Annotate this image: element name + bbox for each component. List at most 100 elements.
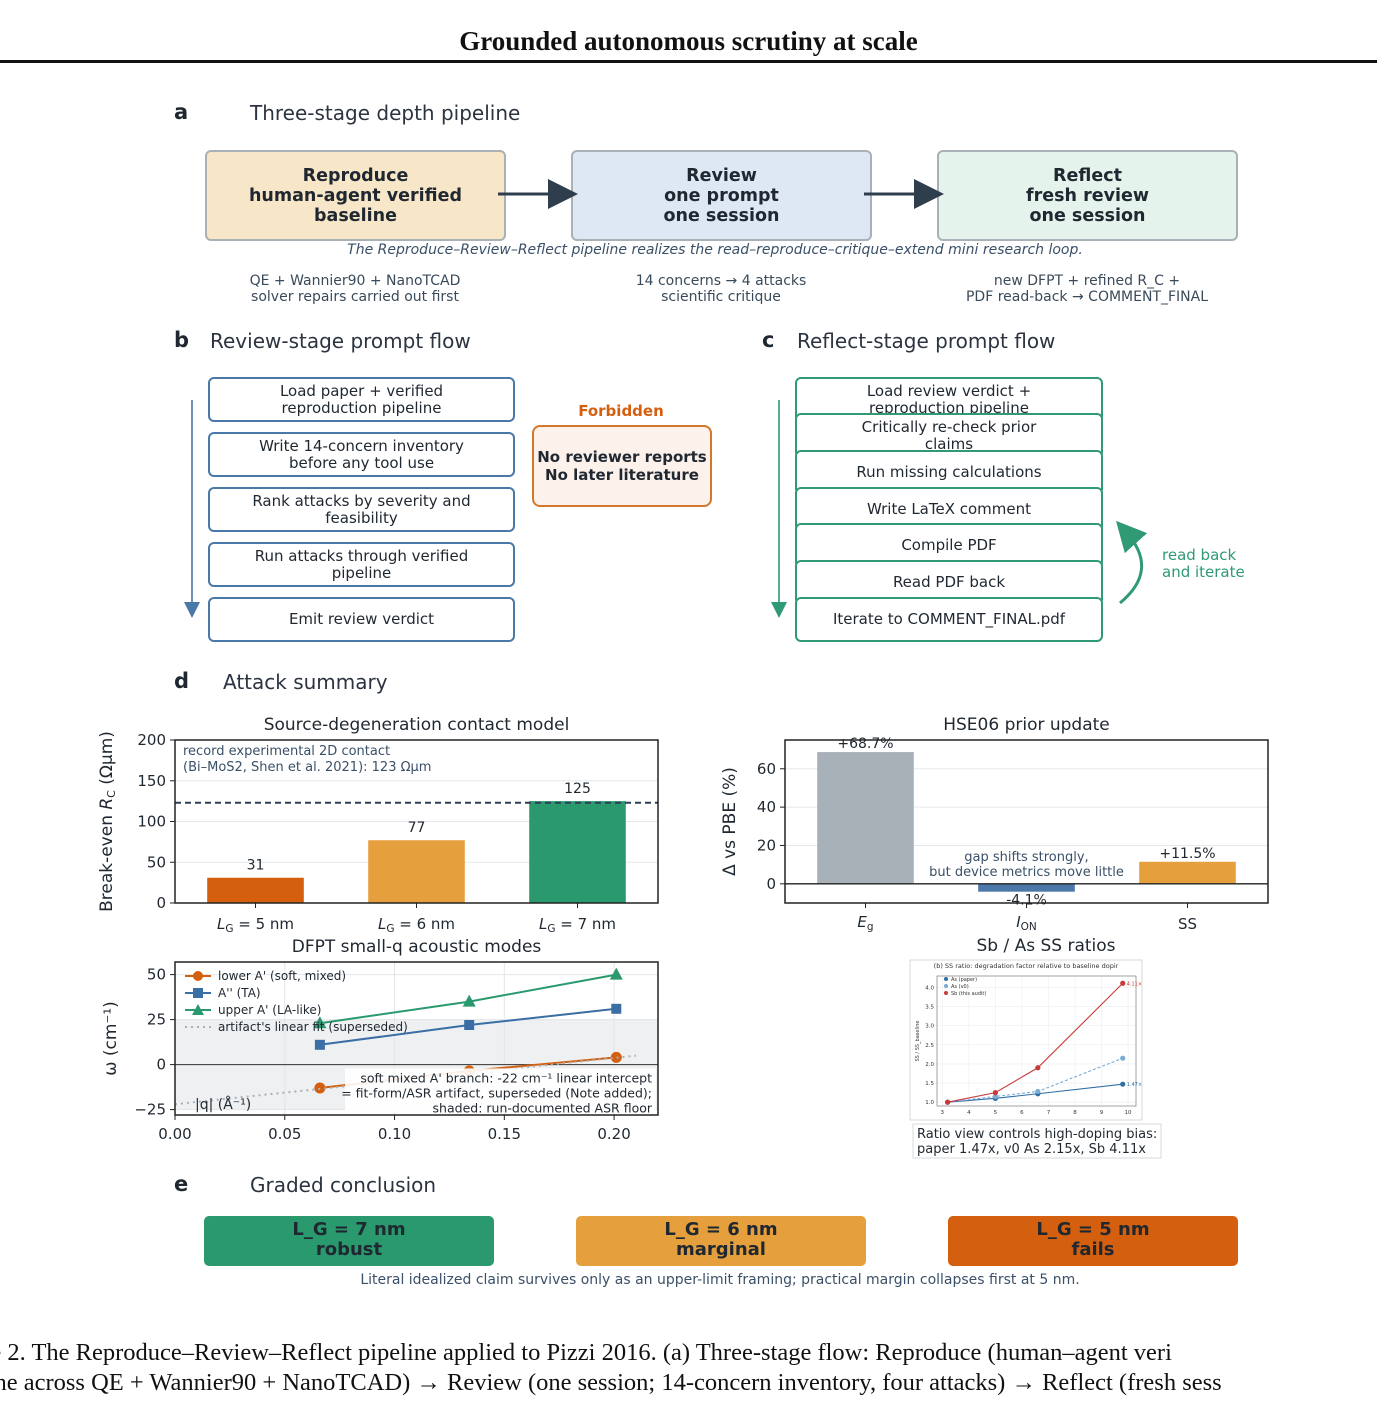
review-step: Rank attacks by severity and feasibility (208, 487, 515, 532)
annotation-line: = fit-form/ASR artifact, superseded (Not… (341, 1085, 652, 1100)
y-axis-label: SS / SS_baseline (915, 1020, 921, 1061)
x-tick-label: 4 (967, 1110, 971, 1116)
stage-reflect: Reflect fresh review one session (937, 150, 1238, 241)
grade-verdict: marginal (676, 1239, 766, 1260)
header-rule (0, 60, 1377, 63)
step-line: Rank attacks by severity and (252, 491, 471, 510)
caption-line: paper 1.47x, v0 As 2.15x, Sb 4.11x (917, 1142, 1146, 1157)
legend-label: artifact's linear fit (superseded) (218, 1020, 408, 1034)
panel-b-title: Review-stage prompt flow (210, 329, 471, 353)
panel-e-letter: e (174, 1172, 189, 1196)
forbidden-box: No reviewer reports No later literature (532, 425, 712, 507)
y-tick-label: 50 (147, 966, 166, 984)
stage-line: baseline (314, 205, 397, 226)
review-step: Run attacks through verified pipeline (208, 542, 515, 587)
bar (978, 883, 1075, 892)
panel-d-title: Attack summary (223, 670, 388, 694)
caption-box (912, 1123, 1162, 1159)
end-label: 1.47× (1127, 1082, 1142, 1088)
data-point (1120, 1055, 1126, 1061)
legend-marker (193, 971, 203, 981)
reference-annotation: record experimental 2D contact (183, 744, 390, 759)
stage-line: human-agent verified (248, 185, 463, 206)
x-tick-label: 6 (1020, 1110, 1024, 1116)
stage-note-reproduce: QE + Wannier90 + NanoTCAD solver repairs… (205, 273, 505, 305)
reference-annotation: (Bi–MoS2, Shen et al. 2021): 123 Ωμm (183, 760, 431, 775)
read-back-loop-arrow (1116, 520, 1148, 605)
x-tick-label: 10 (1125, 1110, 1132, 1116)
y-tick-label: 100 (137, 813, 166, 831)
stage-line: one session (1029, 205, 1146, 226)
chart-title: HSE06 prior update (943, 715, 1110, 735)
step-line: Read PDF back (892, 573, 1006, 591)
y-tick-label: 150 (137, 772, 166, 790)
data-point (464, 1020, 475, 1030)
x-tick-label: 3 (941, 1110, 945, 1116)
data-point (1035, 1065, 1041, 1071)
chart-title: Source-degeneration contact model (264, 715, 570, 735)
forbidden-line: No later literature (545, 466, 699, 484)
pipeline-subtitle: The Reproduce–Review–Reflect pipeline re… (347, 242, 1083, 258)
x-axis-label: |q| (Å⁻¹) (195, 1096, 251, 1113)
grade-verdict: robust (315, 1239, 383, 1260)
legend-marker (192, 1004, 204, 1015)
legend-label: Sb (this audit) (951, 991, 986, 997)
step-line: Write 14-concern inventory (259, 436, 464, 455)
step-line: Load paper + verified (279, 381, 444, 400)
y-tick-label: 0 (156, 1056, 166, 1074)
inset-plot-frame (936, 975, 1137, 1107)
stage-line: Reflect (1053, 165, 1122, 186)
data-point (313, 1016, 327, 1029)
grade-5nm: L_G = 5 nm fails (948, 1216, 1238, 1266)
step-line: Write LaTeX comment (866, 500, 1032, 518)
bar-value-label: 31 (247, 858, 265, 874)
step-line: Load review verdict + (866, 381, 1032, 400)
panel-c-title: Reflect-stage prompt flow (797, 329, 1056, 353)
data-point (1120, 980, 1126, 986)
stage-line: Review (686, 165, 757, 186)
bar-value-label: -4.1% (1006, 893, 1047, 909)
data-point (610, 1051, 622, 1063)
legend-marker (944, 977, 948, 981)
data-point (611, 1003, 622, 1014)
grade-7nm: L_G = 7 nm robust (204, 1216, 494, 1266)
stage-reproduce: Reproduce human-agent verified baseline (205, 150, 506, 241)
data-point (1120, 1081, 1126, 1087)
legend-label: A'' (TA) (218, 986, 261, 1000)
y-tick-label: 60 (757, 760, 776, 778)
forbidden-label: Forbidden (578, 402, 664, 420)
annotation-line: gap shifts strongly, (964, 850, 1088, 865)
legend-marker (944, 984, 948, 988)
x-tick-label: 0.00 (158, 1125, 191, 1143)
figure-caption: ure 2. The Reproduce–Review–Reflect pipe… (0, 1338, 1377, 1398)
y-tick-label: 200 (137, 731, 166, 749)
stage-note-line: scientific critique (661, 289, 781, 305)
dfpt-chart: DFPT small-q acoustic modes 0.00 0.05 0.10 0… (101, 937, 659, 1143)
loop-label-line: and iterate (1162, 563, 1245, 581)
bar-value-label: +68.7% (837, 736, 893, 752)
legend-marker (944, 991, 948, 995)
bar (529, 801, 626, 903)
data-point (945, 1099, 951, 1105)
plot-frame (174, 961, 659, 1116)
review-step: Write 14-concern inventory before any too… (208, 432, 515, 477)
flow-arrows (184, 400, 1148, 618)
hse06-chart: HSE06 prior update 0 20 40 60 +68.7% Eg -4.1% IO… (720, 715, 1269, 933)
y-tick-label: 1.0 (925, 1100, 934, 1106)
chart-title: DFPT small-q acoustic modes (292, 937, 542, 957)
legend-label: As (paper) (951, 977, 977, 983)
review-step: Emit review verdict (208, 597, 515, 642)
bar-value-label: 125 (564, 781, 591, 797)
end-label: 4.11× (1127, 981, 1142, 987)
annotation-line: shaded: run-documented ASR floor (433, 1100, 653, 1115)
legend-label: lower A' (soft, mixed) (218, 969, 346, 983)
bar (207, 877, 304, 903)
grade-lg: L_G = 5 nm (1036, 1219, 1150, 1240)
grade-lg: L_G = 7 nm (292, 1219, 406, 1240)
legend-marker (193, 988, 203, 998)
x-tick-label: 0.05 (268, 1125, 301, 1143)
y-axis-label: Break-even RC (Ωμm) (97, 731, 118, 912)
data-point (462, 994, 476, 1007)
series-line (947, 982, 1124, 1103)
step-line: Iterate to COMMENT_FINAL.pdf (832, 610, 1066, 628)
